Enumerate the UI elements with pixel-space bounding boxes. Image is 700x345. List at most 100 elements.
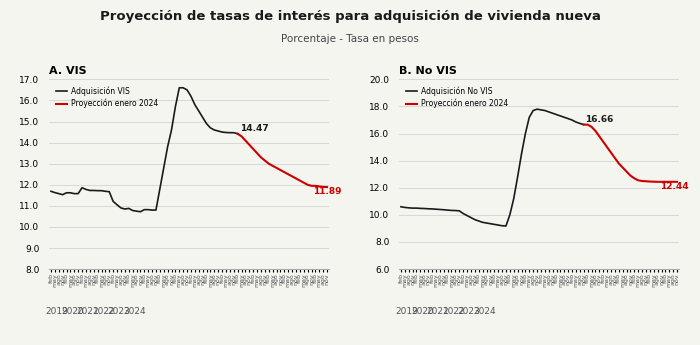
Adquisición VIS <box>97 189 106 193</box>
Adquisición VIS <box>230 131 238 135</box>
Adquisición VIS <box>55 191 63 196</box>
Text: 2021: 2021 <box>76 307 99 316</box>
Adquisición No VIS <box>568 118 576 122</box>
Adquisición No VIS <box>540 108 549 112</box>
Adquisición VIS <box>202 121 211 126</box>
Adquisición No VIS <box>564 117 573 121</box>
Adquisición VIS <box>225 131 234 135</box>
Text: 2019: 2019 <box>46 307 68 316</box>
Adquisición VIS <box>144 208 153 212</box>
Adquisición VIS <box>195 109 203 113</box>
Adquisición No VIS <box>513 175 522 179</box>
Adquisición VIS <box>140 208 148 212</box>
Adquisición No VIS <box>482 221 491 225</box>
Adquisición VIS <box>74 191 83 196</box>
Adquisición No VIS <box>510 197 518 201</box>
Text: 2022: 2022 <box>92 307 115 316</box>
Adquisición No VIS <box>432 207 440 211</box>
Text: 16.66: 16.66 <box>585 115 613 124</box>
Adquisición No VIS <box>552 112 561 117</box>
Text: A. VIS: A. VIS <box>49 66 87 76</box>
Adquisición VIS <box>172 105 180 109</box>
Adquisición No VIS <box>405 206 413 210</box>
Adquisición No VIS <box>560 115 568 119</box>
Legend: Adquisición No VIS, Proyección enero 2024: Adquisición No VIS, Proyección enero 202… <box>402 83 512 111</box>
Adquisición VIS <box>152 208 160 212</box>
Adquisición No VIS <box>490 222 498 226</box>
Adquisición No VIS <box>435 207 444 211</box>
Adquisición VIS <box>210 128 218 132</box>
Text: Porcentaje - Tasa en pesos: Porcentaje - Tasa en pesos <box>281 34 419 45</box>
Adquisición No VIS <box>408 206 416 210</box>
Adquisición No VIS <box>475 219 483 223</box>
Adquisición VIS <box>222 130 230 135</box>
Adquisición VIS <box>117 206 125 210</box>
Adquisición VIS <box>120 207 129 211</box>
Adquisición No VIS <box>424 207 433 211</box>
Adquisición No VIS <box>525 115 533 119</box>
Adquisición VIS <box>187 94 195 98</box>
Adquisición No VIS <box>545 110 553 114</box>
Adquisición VIS <box>105 190 113 194</box>
Adquisición No VIS <box>502 224 510 228</box>
Adquisición No VIS <box>470 218 479 222</box>
Adquisición No VIS <box>447 208 456 213</box>
Adquisición VIS <box>155 187 164 191</box>
Adquisición No VIS <box>498 224 506 228</box>
Adquisición VIS <box>175 86 183 90</box>
Text: 12.44: 12.44 <box>659 181 688 190</box>
Adquisición No VIS <box>486 221 495 226</box>
Adquisición No VIS <box>517 152 526 156</box>
Adquisición VIS <box>190 102 199 107</box>
Adquisición No VIS <box>494 223 503 227</box>
Adquisición VIS <box>163 145 172 149</box>
Adquisición No VIS <box>575 121 584 126</box>
Adquisición VIS <box>167 128 176 132</box>
Adquisición VIS <box>233 132 242 136</box>
Adquisición VIS <box>62 191 71 195</box>
Adquisición VIS <box>214 129 223 133</box>
Text: 2021: 2021 <box>426 307 449 316</box>
Adquisición VIS <box>206 126 215 130</box>
Adquisición VIS <box>160 166 168 170</box>
Text: 2020: 2020 <box>61 307 84 316</box>
Adquisición No VIS <box>548 111 556 115</box>
Text: 2020: 2020 <box>411 307 434 316</box>
Adquisición VIS <box>85 188 94 193</box>
Adquisición No VIS <box>455 209 463 213</box>
Text: 11.89: 11.89 <box>314 187 342 196</box>
Adquisición VIS <box>66 191 75 195</box>
Text: 2022: 2022 <box>442 307 465 316</box>
Adquisición No VIS <box>463 214 471 218</box>
Adquisición VIS <box>93 189 102 193</box>
Adquisición VIS <box>132 209 141 213</box>
Adquisición No VIS <box>478 220 486 224</box>
Adquisición VIS <box>128 208 136 213</box>
Line: Adquisición VIS: Adquisición VIS <box>51 88 237 212</box>
Adquisición No VIS <box>428 207 436 211</box>
Adquisición VIS <box>136 210 145 214</box>
Text: B. No VIS: B. No VIS <box>399 66 457 76</box>
Adquisición VIS <box>50 190 59 195</box>
Adquisición No VIS <box>467 216 475 220</box>
Adquisición No VIS <box>572 120 580 124</box>
Text: 2024: 2024 <box>473 307 496 316</box>
Adquisición No VIS <box>440 208 448 212</box>
Adquisición VIS <box>218 130 226 134</box>
Adquisición VIS <box>198 115 206 119</box>
Text: 2024: 2024 <box>123 307 146 316</box>
Adquisición VIS <box>90 188 98 193</box>
Text: 2023: 2023 <box>458 307 480 316</box>
Adquisición VIS <box>183 88 191 92</box>
Legend: Adquisición VIS, Proyección enero 2024: Adquisición VIS, Proyección enero 2024 <box>52 83 162 111</box>
Adquisición No VIS <box>505 213 514 217</box>
Adquisición VIS <box>78 186 86 190</box>
Adquisición No VIS <box>397 205 405 209</box>
Adquisición No VIS <box>459 211 468 216</box>
Text: 14.47: 14.47 <box>239 124 268 132</box>
Text: Proyección de tasas de interés para adquisición de vivienda nueva: Proyección de tasas de interés para adqu… <box>99 10 601 23</box>
Adquisición No VIS <box>400 205 409 209</box>
Adquisición VIS <box>109 199 118 204</box>
Adquisición VIS <box>58 193 66 197</box>
Adquisición No VIS <box>420 206 428 210</box>
